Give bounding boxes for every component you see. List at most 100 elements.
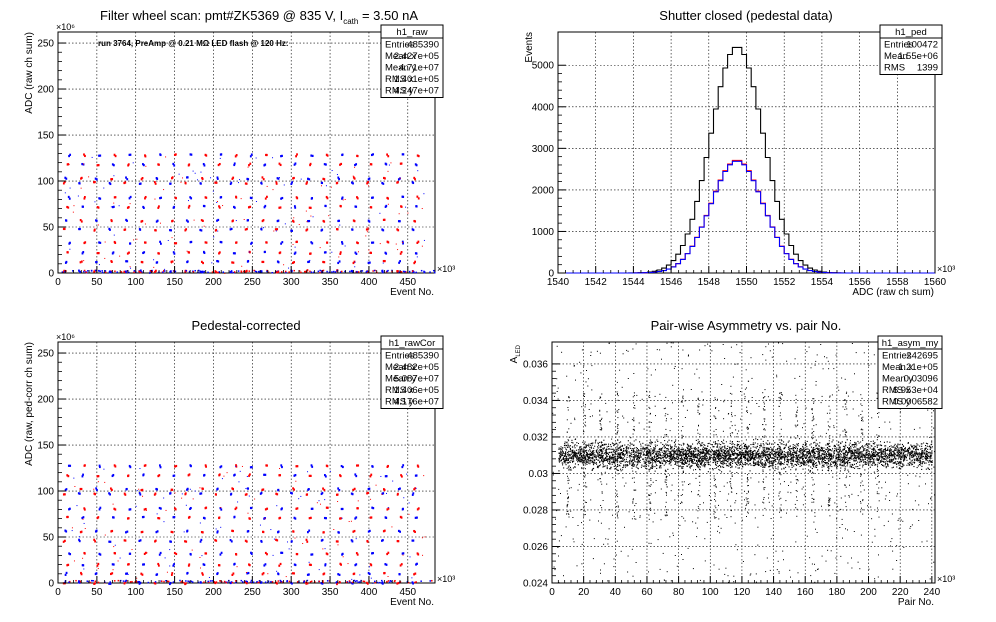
data-point bbox=[925, 459, 927, 461]
data-point bbox=[200, 171, 202, 173]
data-point bbox=[136, 577, 138, 579]
data-point bbox=[81, 252, 84, 255]
data-point bbox=[558, 459, 560, 461]
data-point bbox=[171, 237, 173, 239]
data-point bbox=[637, 461, 639, 463]
data-point bbox=[847, 461, 849, 463]
data-point bbox=[775, 468, 777, 470]
data-point bbox=[890, 461, 892, 463]
data-point bbox=[894, 452, 896, 454]
data-point bbox=[370, 206, 373, 209]
data-point bbox=[291, 582, 293, 585]
data-point bbox=[604, 465, 606, 467]
data-point bbox=[915, 446, 917, 448]
data-point bbox=[69, 248, 71, 250]
data-point bbox=[899, 456, 901, 458]
data-point bbox=[866, 451, 868, 453]
data-point bbox=[774, 459, 776, 461]
data-point bbox=[687, 453, 689, 455]
data-point bbox=[613, 461, 615, 463]
data-point bbox=[276, 570, 278, 572]
data-point bbox=[61, 271, 64, 273]
data-point bbox=[63, 493, 66, 496]
data-point bbox=[155, 220, 158, 223]
data-point bbox=[803, 463, 805, 465]
data-point bbox=[606, 452, 608, 454]
data-point bbox=[887, 447, 889, 449]
data-point bbox=[835, 465, 837, 467]
data-point bbox=[415, 487, 417, 489]
data-point bbox=[846, 461, 848, 463]
data-point bbox=[795, 454, 797, 456]
data-point bbox=[777, 448, 779, 450]
data-point bbox=[809, 457, 811, 459]
x-tick-label: 1544 bbox=[622, 277, 645, 288]
data-point bbox=[881, 445, 883, 447]
data-point bbox=[707, 445, 709, 447]
data-point bbox=[678, 447, 680, 449]
data-point bbox=[886, 463, 888, 465]
data-point bbox=[585, 461, 587, 463]
data-point bbox=[192, 170, 194, 172]
data-point bbox=[722, 464, 724, 466]
data-point bbox=[141, 573, 144, 576]
data-point bbox=[709, 456, 711, 458]
data-point bbox=[778, 453, 780, 455]
data-point bbox=[622, 452, 624, 454]
data-point bbox=[338, 573, 341, 576]
data-point bbox=[707, 450, 709, 452]
data-point bbox=[733, 453, 735, 455]
data-point bbox=[731, 450, 733, 452]
data-point bbox=[82, 473, 84, 476]
data-point bbox=[293, 269, 296, 272]
data-point bbox=[704, 461, 706, 463]
data-point bbox=[207, 580, 209, 583]
data-point bbox=[656, 444, 658, 446]
data-point bbox=[671, 450, 673, 452]
data-point bbox=[173, 242, 176, 245]
data-point bbox=[205, 552, 208, 555]
data-point bbox=[764, 460, 766, 462]
data-point bbox=[124, 539, 127, 542]
data-point bbox=[674, 450, 676, 452]
data-point bbox=[842, 450, 844, 452]
data-point bbox=[156, 219, 159, 222]
data-point bbox=[220, 196, 223, 199]
data-point bbox=[82, 557, 84, 559]
data-point bbox=[746, 448, 748, 450]
data-point bbox=[803, 450, 805, 452]
data-point bbox=[248, 270, 251, 272]
data-point bbox=[745, 452, 747, 454]
data-point bbox=[218, 564, 221, 567]
data-point bbox=[837, 453, 839, 455]
data-point bbox=[648, 448, 650, 450]
data-point bbox=[131, 580, 133, 583]
data-point bbox=[717, 452, 719, 454]
data-point bbox=[786, 461, 788, 463]
data-point bbox=[699, 469, 701, 471]
data-point bbox=[899, 454, 901, 456]
data-point bbox=[401, 240, 404, 243]
data-point bbox=[296, 197, 299, 200]
data-point bbox=[351, 493, 354, 496]
data-point bbox=[278, 564, 281, 567]
data-point bbox=[927, 460, 929, 462]
data-point bbox=[295, 507, 298, 510]
data-point bbox=[924, 462, 926, 464]
data-point bbox=[397, 181, 399, 184]
data-point bbox=[652, 453, 654, 455]
data-point bbox=[201, 177, 204, 180]
data-point bbox=[566, 441, 568, 443]
data-point bbox=[279, 251, 282, 254]
data-point bbox=[220, 551, 223, 554]
data-point bbox=[564, 462, 566, 464]
data-point bbox=[882, 451, 884, 453]
data-point bbox=[667, 468, 669, 470]
data-point bbox=[901, 449, 903, 451]
data-point bbox=[754, 456, 756, 458]
data-point bbox=[615, 468, 617, 470]
data-point bbox=[391, 526, 393, 528]
data-point bbox=[414, 487, 417, 490]
data-point bbox=[172, 516, 175, 519]
data-point bbox=[423, 270, 425, 273]
